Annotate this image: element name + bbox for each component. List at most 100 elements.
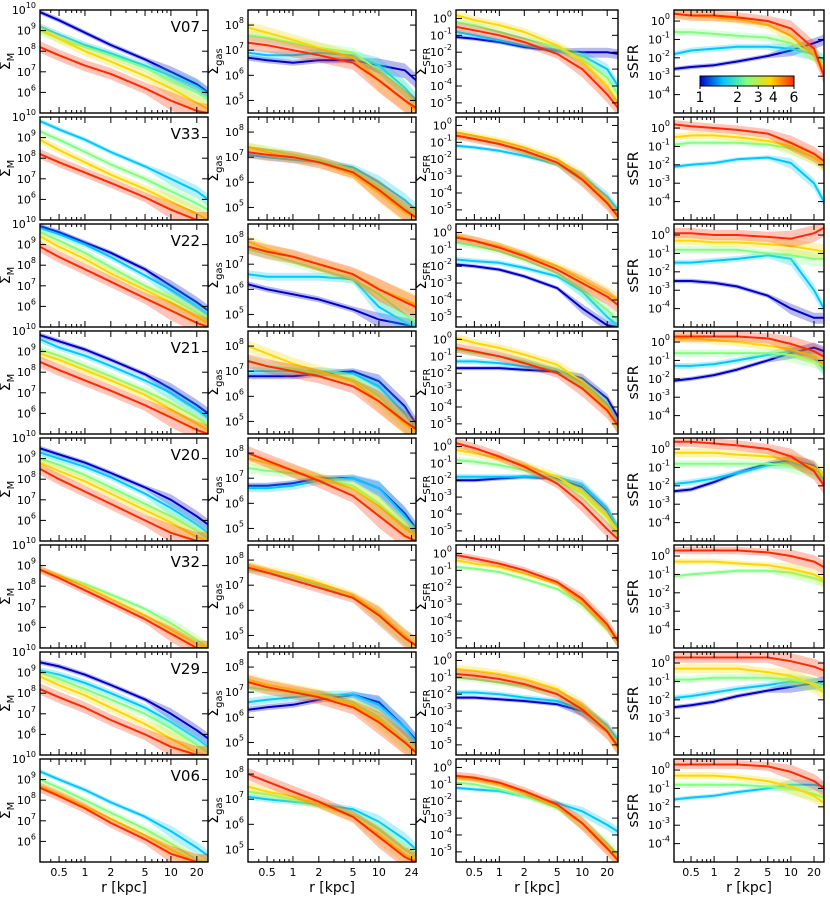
- y-tick-base: 10: [17, 815, 31, 828]
- y-tick-label: 10-5: [430, 629, 452, 645]
- y-tick-label: 10-3: [648, 816, 670, 832]
- y-axis-label: ΣM: [0, 374, 17, 392]
- y-axis-label-main: Σ: [0, 168, 14, 177]
- y-tick-label: 105: [225, 840, 244, 856]
- y-tick-exponent: -2: [444, 792, 452, 801]
- y-tick-base: 10: [430, 277, 444, 290]
- series-line-yellow: [456, 14, 618, 104]
- y-tick-exponent: -2: [662, 370, 670, 379]
- y-tick-label: 108: [225, 765, 244, 781]
- series-line-dark-blue: [674, 280, 824, 319]
- band-light-green: [456, 239, 618, 327]
- y-tick-label: 10-5: [430, 94, 452, 110]
- y-tick-exponent: -2: [444, 150, 452, 159]
- y-tick-exponent: 6: [239, 66, 244, 75]
- y-tick-label: 106: [17, 511, 36, 527]
- y-tick-label: 1010: [12, 108, 36, 124]
- y-tick-label: 109: [17, 22, 36, 38]
- band-light-green: [248, 356, 416, 434]
- y-tick-base: 10: [17, 346, 31, 359]
- y-axis-label-main: Σ: [206, 387, 222, 396]
- series-line-light-green: [248, 467, 416, 537]
- y-tick-exponent: -1: [444, 561, 452, 570]
- y-tick-label: 10-4: [648, 407, 670, 423]
- y-tick-base: 10: [17, 774, 31, 787]
- band-red: [40, 565, 208, 648]
- y-tick-exponent: 0: [447, 437, 452, 446]
- y-axis-label: Σgas: [206, 155, 225, 182]
- y-tick-label: 10-4: [648, 621, 670, 637]
- y-tick-exponent: 6: [239, 173, 244, 182]
- y-tick-exponent: 9: [31, 236, 36, 245]
- band-yellow: [40, 348, 208, 434]
- y-tick-label: 107: [225, 683, 244, 699]
- y-tick-exponent: -1: [444, 454, 452, 463]
- y-tick-label: 106: [225, 173, 244, 189]
- y-axis-label-sub: SFR: [422, 369, 433, 388]
- y-tick-exponent: 7: [31, 63, 36, 72]
- y-axis-label-main: sSFR: [626, 365, 642, 399]
- y-tick-exponent: 9: [31, 22, 36, 31]
- y-tick-exponent: 7: [239, 41, 244, 50]
- y-tick-label: 10-1: [430, 240, 452, 256]
- y-tick-label: 10-3: [430, 167, 452, 183]
- y-tick-exponent: 10: [26, 108, 36, 117]
- series-line-red: [674, 123, 824, 162]
- band-light-green: [674, 246, 824, 267]
- y-tick-exponent: -4: [444, 398, 452, 407]
- y-tick-exponent: -3: [662, 602, 670, 611]
- y-tick-exponent: 0: [665, 333, 670, 342]
- y-tick-label: 107: [17, 812, 36, 828]
- y-tick-base: 10: [430, 474, 444, 487]
- y-tick-base: 10: [430, 80, 444, 93]
- y-tick-label: 10-2: [430, 364, 452, 380]
- y-tick-exponent: -4: [444, 291, 452, 300]
- y-axis-label-main: sSFR: [626, 472, 642, 506]
- y-tick-base: 10: [225, 390, 239, 403]
- band-red: [248, 354, 416, 434]
- y-tick-base: 10: [17, 453, 31, 466]
- y-tick-base: 10: [225, 176, 239, 189]
- y-tick-label: 108: [225, 230, 244, 246]
- y-tick-label: 100: [433, 651, 452, 667]
- band-red: [40, 240, 208, 327]
- axis-frame: [455, 758, 619, 863]
- y-tick-label: 107: [17, 277, 36, 293]
- y-tick-base: 10: [225, 201, 239, 214]
- y-axis-label-main: Σ: [414, 174, 430, 183]
- y-axis-label-main: Σ: [0, 275, 14, 284]
- y-tick-base: 10: [17, 173, 31, 186]
- y-tick-label: 10-2: [648, 798, 670, 814]
- y-axis-label-main: Σ: [414, 602, 430, 611]
- band-red: [456, 343, 618, 434]
- y-tick-base: 10: [430, 418, 444, 431]
- y-tick-exponent: 8: [31, 256, 36, 265]
- y-tick-label: 10-1: [430, 454, 452, 470]
- y-tick-exponent: 7: [239, 469, 244, 478]
- y-tick-exponent: 8: [239, 765, 244, 774]
- x-tick-label: 0.5: [682, 866, 700, 879]
- x-tick-label: 1: [81, 866, 88, 879]
- y-axis-label-main: sSFR: [626, 44, 642, 78]
- axis-frame: [455, 9, 619, 114]
- y-axis-label-sub: SFR: [422, 155, 433, 174]
- y-tick-exponent: 5: [239, 840, 244, 849]
- y-tick-base: 10: [433, 654, 447, 667]
- y-tick-exponent: 0: [447, 9, 452, 18]
- y-axis-label: ΣSFR: [414, 369, 433, 397]
- y-tick-base: 10: [225, 686, 239, 699]
- y-tick-base: 10: [225, 365, 239, 378]
- y-tick-exponent: 8: [239, 551, 244, 560]
- y-tick-exponent: -2: [662, 156, 670, 165]
- y-tick-exponent: 0: [665, 654, 670, 663]
- series-line-light-green: [456, 20, 618, 95]
- y-tick-exponent: 7: [31, 384, 36, 393]
- y-tick-label: 100: [651, 226, 670, 242]
- y-axis-label: Σgas: [206, 690, 225, 717]
- band-red: [674, 10, 824, 85]
- y-tick-exponent: -3: [662, 281, 670, 290]
- band-yellow: [40, 23, 208, 113]
